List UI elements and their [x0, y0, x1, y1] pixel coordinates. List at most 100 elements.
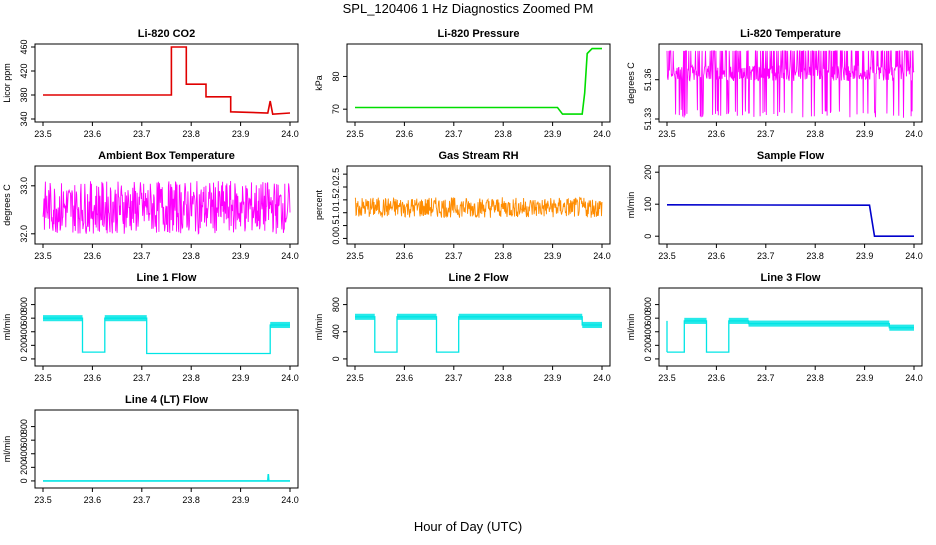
- y-tick-label: 0: [643, 234, 653, 239]
- y-tick-label: 0.0: [331, 232, 341, 245]
- x-tick-label: 23.8: [494, 129, 512, 139]
- x-tick-label: 23.8: [182, 129, 200, 139]
- x-tick-label: 23.6: [84, 373, 102, 383]
- x-tick-label: 23.5: [346, 129, 364, 139]
- panel-frame: [658, 287, 923, 367]
- series-line: [666, 204, 914, 237]
- x-tick-label: 23.5: [34, 373, 52, 383]
- panel-frame: [346, 165, 611, 245]
- series-line: [355, 316, 602, 353]
- y-axis-label: kPa: [314, 75, 324, 91]
- x-tick-label: 24.0: [905, 251, 923, 261]
- x-tick-label: 23.8: [494, 251, 512, 261]
- series-band: [270, 321, 290, 329]
- y-axis-label: Licor ppm: [2, 63, 12, 103]
- x-tick-label: 23.7: [445, 373, 463, 383]
- y-tick-label: 400: [19, 324, 29, 339]
- y-tick-label: 51.36: [643, 68, 653, 91]
- y-tick-label: 200: [19, 338, 29, 353]
- x-tick-label: 23.6: [708, 129, 726, 139]
- y-tick-label: 0: [331, 356, 341, 361]
- x-tick-label: 23.5: [346, 251, 364, 261]
- y-tick-label: 200: [643, 165, 653, 180]
- x-tick-label: 23.9: [544, 251, 562, 261]
- x-tick-label: 23.9: [856, 251, 874, 261]
- series-band: [104, 315, 147, 322]
- y-tick-label: 600: [643, 311, 653, 326]
- y-tick-label: 0: [643, 356, 653, 361]
- figure-title: SPL_120406 1 Hz Diagnostics Zoomed PM: [343, 1, 594, 16]
- y-axis-label: percent: [314, 189, 324, 220]
- panel-line3: Line 3 Flow ml/min 23.5 23.6 23.7 23.8 23.9 24.…: [626, 272, 923, 383]
- y-tick-label: 0: [19, 356, 29, 361]
- x-axis-label: Hour of Day (UTC): [414, 519, 522, 534]
- y-tick-label: 340: [19, 111, 29, 126]
- y-axis-label: ml/min: [626, 192, 636, 219]
- x-tick-label: 23.6: [84, 495, 102, 505]
- x-tick-label: 23.8: [182, 373, 200, 383]
- y-tick-label: 460: [19, 39, 29, 54]
- series-line: [354, 196, 603, 218]
- y-tick-label: 70: [331, 104, 341, 114]
- series-band: [43, 315, 83, 322]
- y-tick-label: 800: [643, 297, 653, 312]
- x-tick-label: 23.7: [757, 251, 775, 261]
- x-tick-label: 23.9: [544, 129, 562, 139]
- panel-title: Li-820 CO2: [138, 28, 195, 40]
- panel-title: Ambient Box Temperature: [98, 150, 235, 162]
- y-tick-label: 420: [19, 63, 29, 78]
- x-tick-label: 23.7: [133, 129, 151, 139]
- x-tick-label: 23.6: [396, 251, 414, 261]
- x-tick-label: 23.7: [757, 373, 775, 383]
- x-tick-label: 23.6: [708, 373, 726, 383]
- x-tick-label: 23.5: [34, 129, 52, 139]
- y-tick-label: 380: [19, 87, 29, 102]
- y-axis-label: ml/min: [626, 314, 636, 341]
- x-tick-label: 23.7: [133, 495, 151, 505]
- x-tick-label: 24.0: [281, 129, 299, 139]
- y-tick-label: 600: [19, 311, 29, 326]
- series-band: [582, 321, 602, 329]
- x-tick-label: 23.7: [445, 129, 463, 139]
- y-tick-label: 0: [19, 478, 29, 483]
- panel-frame: [34, 409, 299, 489]
- panel-pressure: Li-820 Pressure kPa 23.5 23.6 23.7 23.8 23.9 24…: [314, 28, 611, 139]
- x-tick-label: 23.5: [658, 129, 676, 139]
- y-axis-label: degrees C: [626, 62, 636, 104]
- panel-licor_temp: Li-820 Temperature degrees C 23.5 23.6 23.7 2…: [626, 28, 923, 139]
- x-tick-label: 23.6: [708, 251, 726, 261]
- y-tick-label: 800: [19, 297, 29, 312]
- x-tick-label: 23.9: [856, 129, 874, 139]
- panel-co2: Li-820 CO2 Licor ppm 23.5 23.6 23.7 23.8 23.9 2…: [2, 28, 299, 139]
- x-tick-label: 23.8: [806, 373, 824, 383]
- series-band: [355, 313, 375, 320]
- y-tick-label: 2.0: [331, 181, 341, 194]
- y-tick-label: 1.0: [331, 206, 341, 219]
- panel-title: Line 3 Flow: [761, 272, 821, 284]
- x-tick-label: 24.0: [281, 251, 299, 261]
- x-tick-label: 23.8: [494, 373, 512, 383]
- y-tick-label: 400: [19, 446, 29, 461]
- series-band: [889, 324, 914, 331]
- panel-title: Gas Stream RH: [438, 150, 518, 162]
- panel-title: Line 2 Flow: [449, 272, 509, 284]
- x-tick-label: 23.9: [856, 373, 874, 383]
- series-line: [43, 46, 291, 116]
- x-tick-label: 23.9: [232, 251, 250, 261]
- panel-frame: [34, 287, 299, 367]
- series-band: [728, 317, 749, 324]
- x-tick-label: 24.0: [593, 373, 611, 383]
- x-tick-label: 23.7: [133, 251, 151, 261]
- x-tick-label: 23.6: [396, 373, 414, 383]
- x-tick-label: 23.7: [757, 129, 775, 139]
- panel-frame: [34, 165, 299, 245]
- x-tick-label: 23.8: [806, 251, 824, 261]
- x-tick-label: 24.0: [281, 495, 299, 505]
- panel-rh: Gas Stream RH percent 23.5 23.6 23.7 23.8 23.9…: [314, 150, 611, 261]
- y-tick-label: 80: [331, 71, 341, 81]
- series-line: [43, 317, 290, 355]
- y-tick-label: 100: [643, 197, 653, 212]
- y-tick-label: 600: [19, 433, 29, 448]
